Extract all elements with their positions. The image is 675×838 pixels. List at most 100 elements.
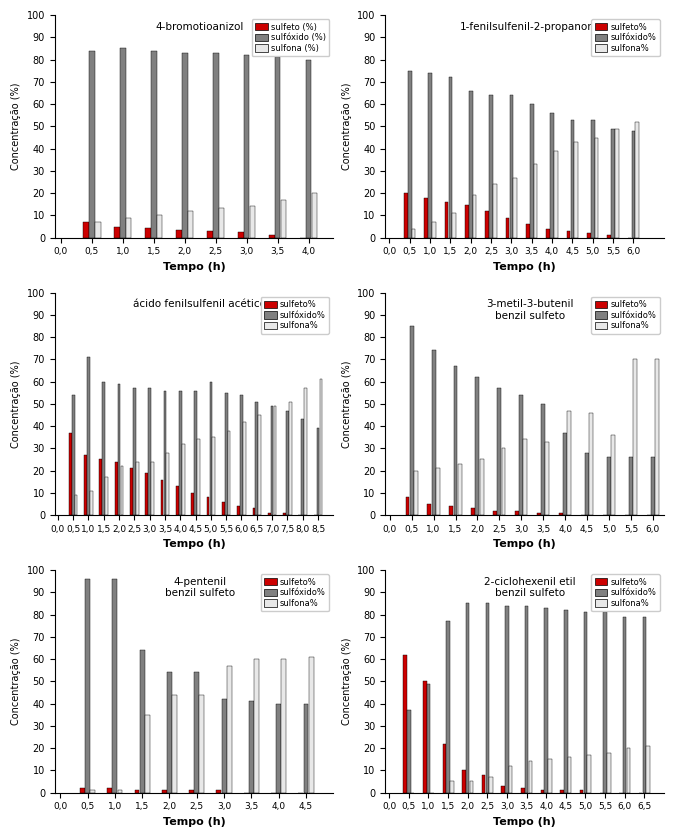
Bar xyxy=(105,478,108,515)
Bar xyxy=(191,493,194,515)
Bar xyxy=(485,211,489,238)
Bar xyxy=(537,513,541,515)
X-axis label: Tempo (h): Tempo (h) xyxy=(493,262,556,272)
Bar xyxy=(80,789,85,793)
Bar xyxy=(406,497,410,515)
Bar xyxy=(213,53,219,238)
Bar xyxy=(427,504,431,515)
Bar xyxy=(563,432,567,515)
Bar xyxy=(95,222,101,238)
Bar xyxy=(574,142,578,238)
Bar xyxy=(89,51,95,238)
Bar xyxy=(145,473,148,515)
Bar xyxy=(580,790,583,793)
Bar xyxy=(428,73,432,238)
Bar xyxy=(268,513,271,515)
X-axis label: Tempo (h): Tempo (h) xyxy=(493,817,556,827)
Bar xyxy=(90,790,95,793)
X-axis label: Tempo (h): Tempo (h) xyxy=(163,262,225,272)
Bar xyxy=(407,711,410,793)
Bar xyxy=(607,458,611,515)
Bar xyxy=(194,672,199,793)
Bar xyxy=(626,748,630,793)
Bar xyxy=(75,495,78,515)
Bar xyxy=(194,391,197,515)
Bar xyxy=(225,393,227,515)
Bar xyxy=(244,55,250,238)
Bar xyxy=(99,459,102,515)
Bar xyxy=(151,462,154,515)
Bar xyxy=(489,777,493,793)
Bar xyxy=(585,453,589,515)
Bar xyxy=(134,790,140,793)
Bar xyxy=(84,455,87,515)
Bar xyxy=(482,775,485,793)
Bar xyxy=(560,790,564,793)
Y-axis label: Concentração (%): Concentração (%) xyxy=(342,360,352,447)
Y-axis label: Concentração (%): Concentração (%) xyxy=(11,638,21,725)
Bar xyxy=(514,178,517,238)
Bar xyxy=(259,415,261,515)
Bar xyxy=(243,422,246,515)
Bar xyxy=(567,231,570,238)
Bar xyxy=(541,790,544,793)
Bar xyxy=(312,193,317,238)
Bar xyxy=(227,665,232,793)
Bar xyxy=(454,366,458,515)
Bar xyxy=(548,759,551,793)
Bar xyxy=(530,104,533,238)
Y-axis label: Concentração (%): Concentração (%) xyxy=(342,83,352,170)
Bar xyxy=(133,388,136,515)
Bar xyxy=(462,770,466,793)
Bar xyxy=(151,51,157,238)
Bar xyxy=(176,486,179,515)
Text: 3-metil-3-butenil
benzil sulfeto: 3-metil-3-butenil benzil sulfeto xyxy=(487,299,574,321)
Bar xyxy=(255,401,258,515)
Text: 2-ciclohexenil etil
benzil sulfeto: 2-ciclohexenil etil benzil sulfeto xyxy=(485,577,576,598)
Bar xyxy=(145,228,151,238)
Y-axis label: Concentração (%): Concentração (%) xyxy=(342,638,352,725)
Bar xyxy=(450,506,454,515)
Bar xyxy=(559,513,563,515)
X-axis label: Tempo (h): Tempo (h) xyxy=(493,540,556,550)
Bar xyxy=(432,222,436,238)
Bar xyxy=(176,230,182,238)
Bar xyxy=(436,468,439,515)
Bar xyxy=(254,660,259,793)
Bar xyxy=(286,411,289,515)
Bar xyxy=(117,384,120,515)
Bar xyxy=(167,453,169,515)
Bar xyxy=(276,704,281,793)
Bar xyxy=(161,479,163,515)
Bar xyxy=(608,235,611,238)
Bar xyxy=(189,790,194,793)
Bar xyxy=(317,428,319,515)
Bar xyxy=(167,672,172,793)
Bar xyxy=(497,388,502,515)
Bar xyxy=(319,380,322,515)
Bar xyxy=(655,360,659,515)
Bar xyxy=(273,406,276,515)
Bar xyxy=(502,448,506,515)
Bar xyxy=(589,413,593,515)
Bar xyxy=(121,466,124,515)
Bar xyxy=(489,96,493,238)
Bar xyxy=(414,471,418,515)
Bar xyxy=(568,411,571,515)
Bar xyxy=(113,579,117,793)
Bar xyxy=(587,233,591,238)
Bar xyxy=(587,755,591,793)
Bar xyxy=(197,439,200,515)
Bar xyxy=(103,381,105,515)
Bar xyxy=(136,462,138,515)
Bar xyxy=(515,510,519,515)
Bar xyxy=(570,120,574,238)
Bar xyxy=(157,215,163,238)
Bar xyxy=(450,782,454,793)
Bar xyxy=(163,391,166,515)
Bar xyxy=(238,232,244,238)
Bar xyxy=(217,790,221,793)
Bar xyxy=(90,491,92,515)
Bar xyxy=(120,49,126,238)
Bar xyxy=(485,603,489,793)
